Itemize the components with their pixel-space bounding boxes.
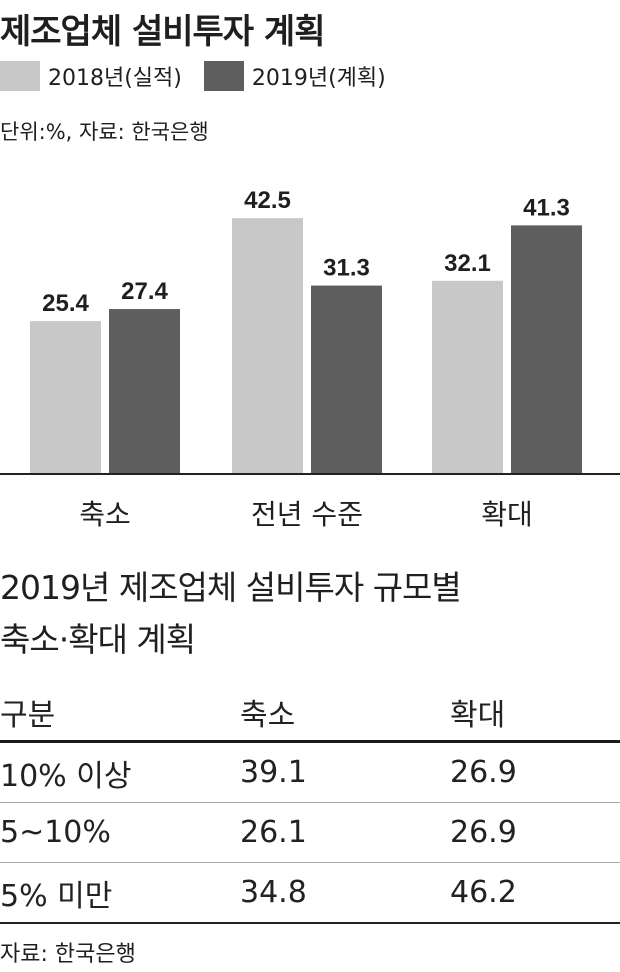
legend-swatch-2018 bbox=[0, 61, 40, 91]
header-expand: 확대 bbox=[450, 684, 620, 743]
row-label: 5% 미만 bbox=[0, 862, 240, 924]
row-expand-value: 26.9 bbox=[450, 741, 620, 803]
bar bbox=[232, 218, 303, 474]
bar-value-label: 42.5 bbox=[244, 187, 291, 214]
table-title: 2019년 제조업체 설비투자 규모별 축소·확대 계획 bbox=[0, 562, 462, 666]
row-expand-value: 46.2 bbox=[450, 862, 620, 924]
category-label: 축소 bbox=[79, 498, 131, 531]
legend: 2018년(실적) 2019년(계획) bbox=[0, 58, 386, 94]
table-title-line2: 축소·확대 계획 bbox=[0, 620, 196, 659]
table-row: 5% 미만 34.8 46.2 bbox=[0, 862, 620, 924]
legend-swatch-2019 bbox=[203, 61, 244, 91]
header-category: 구분 bbox=[0, 684, 240, 743]
table-title-line1: 2019년 제조업체 설비투자 규모별 bbox=[0, 568, 462, 607]
bar bbox=[30, 321, 101, 474]
table-row: 5~10% 26.1 26.9 bbox=[0, 802, 620, 863]
row-reduce-value: 34.8 bbox=[240, 862, 450, 924]
bar-value-label: 31.3 bbox=[323, 255, 370, 282]
bar-value-label: 25.4 bbox=[42, 290, 89, 317]
row-reduce-value: 26.1 bbox=[240, 802, 450, 863]
bar bbox=[432, 280, 503, 474]
header-reduce: 축소 bbox=[240, 684, 450, 743]
bar-value-label: 32.1 bbox=[444, 250, 491, 277]
table-header-row: 구분 축소 확대 bbox=[0, 684, 620, 743]
bar-value-label: 27.4 bbox=[121, 278, 168, 305]
row-reduce-value: 39.1 bbox=[240, 741, 450, 803]
bar bbox=[109, 309, 180, 474]
bar-value-label: 41.3 bbox=[523, 194, 570, 221]
legend-label-2018: 2018년(실적) bbox=[48, 66, 182, 91]
bar bbox=[311, 285, 382, 474]
bar bbox=[511, 225, 582, 474]
row-label: 5~10% bbox=[0, 802, 240, 863]
row-expand-value: 26.9 bbox=[450, 802, 620, 863]
row-label: 10% 이상 bbox=[0, 741, 240, 803]
legend-label-2019: 2019년(계획) bbox=[251, 66, 386, 91]
bar-chart: 25.4 27.4 축소 42.5 31.3 전년 수준 32.1 41.3 확대 bbox=[0, 187, 620, 531]
category-label: 확대 bbox=[481, 498, 533, 531]
chart-title: 제조업체 설비투자 계획 bbox=[0, 12, 325, 52]
table-row: 10% 이상 39.1 26.9 bbox=[0, 741, 620, 803]
unit-source-note: 단위:%, 자료: 한국은행 bbox=[0, 120, 209, 144]
source-note: 자료: 한국은행 bbox=[0, 942, 136, 967]
category-label: 전년 수준 bbox=[251, 498, 363, 531]
scale-plan-table: 구분 축소 확대 10% 이상 39.1 26.9 5~10% 26.1 26.… bbox=[0, 684, 620, 924]
